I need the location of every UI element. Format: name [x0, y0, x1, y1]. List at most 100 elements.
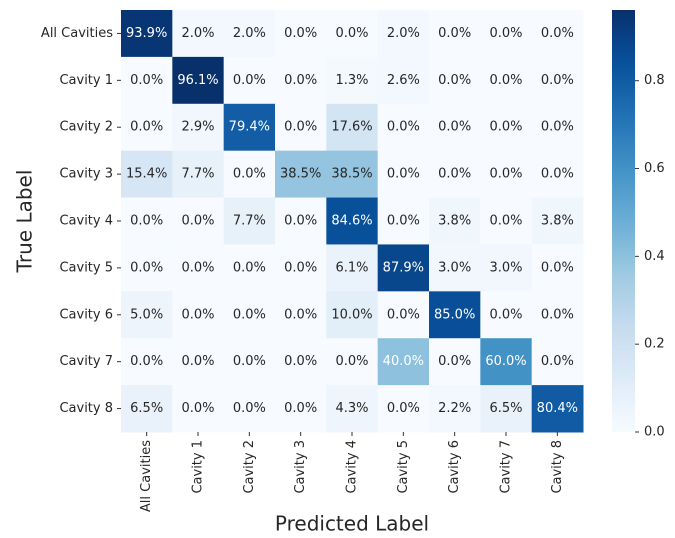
cell [429, 150, 481, 199]
cell-label: 0.0% [541, 354, 574, 369]
cell [480, 385, 533, 433]
y-tick-label: All Cavities [41, 26, 113, 41]
y-tick-label: Cavity 2 [59, 120, 113, 135]
cell [429, 338, 481, 386]
cell-label: 38.5% [331, 167, 372, 182]
cell-label: 2.9% [181, 120, 214, 135]
cell-label: 0.0% [284, 26, 317, 41]
y-tick-label: Cavity 3 [59, 167, 113, 182]
cell [531, 385, 584, 433]
cell-label: 85.0% [434, 307, 475, 322]
cell-label: 0.0% [233, 260, 266, 275]
cell-label: 6.1% [335, 260, 368, 275]
cell [480, 56, 533, 105]
cell-label: 17.6% [331, 120, 372, 135]
cell [223, 103, 276, 152]
cell-label: 0.0% [284, 401, 317, 416]
cell [275, 291, 327, 339]
colorbar [612, 10, 635, 432]
cell [531, 56, 584, 105]
cell-label: 3.8% [541, 214, 574, 229]
x-tick-label: Cavity 6 [447, 440, 462, 494]
cell [326, 291, 379, 339]
colorbar-tick-label: 0.0 [644, 425, 665, 440]
cell [531, 291, 584, 339]
cell [480, 244, 533, 292]
cell-label: 0.0% [438, 354, 471, 369]
cell-label: 0.0% [489, 214, 522, 229]
cell [429, 385, 481, 433]
cell [121, 291, 173, 339]
cell [121, 150, 173, 199]
cell-label: 0.0% [284, 73, 317, 88]
cell-label: 0.0% [387, 214, 420, 229]
cell-label: 96.1% [177, 73, 218, 88]
cell [326, 385, 379, 433]
cell [429, 56, 481, 105]
cell [275, 56, 327, 105]
cell-label: 60.0% [485, 354, 526, 369]
cell [429, 291, 481, 339]
cell [121, 56, 173, 105]
cell-label: 7.7% [233, 214, 266, 229]
y-tick-label: Cavity 7 [59, 354, 113, 369]
cell-label: 0.0% [541, 260, 574, 275]
y-tick-label: Cavity 8 [59, 401, 113, 416]
cell-label: 0.0% [541, 26, 574, 41]
cell-label: 0.0% [438, 73, 471, 88]
cell-label: 2.0% [387, 26, 420, 41]
cell [223, 244, 276, 292]
cell-label: 0.0% [438, 26, 471, 41]
cell-label: 0.0% [233, 401, 266, 416]
x-tick-label: All Cavities [139, 440, 154, 512]
cell-label: 0.0% [387, 167, 420, 182]
colorbar-tick-label: 0.6 [644, 161, 665, 176]
cell [531, 244, 584, 292]
cell [326, 10, 379, 58]
cell [531, 150, 584, 199]
cell-label: 38.5% [280, 167, 321, 182]
cell [223, 150, 276, 199]
cell-label: 3.0% [489, 260, 522, 275]
cell-label: 0.0% [284, 260, 317, 275]
cell [121, 338, 173, 386]
cell [326, 197, 379, 245]
cell [275, 150, 327, 199]
cell [531, 197, 584, 245]
x-tick-label: Cavity 8 [550, 440, 565, 494]
cell-label: 2.0% [181, 26, 214, 41]
cell-label: 0.0% [387, 120, 420, 135]
cell-label: 0.0% [181, 307, 214, 322]
cell [480, 150, 533, 199]
cell-label: 0.0% [335, 354, 368, 369]
cell [172, 385, 225, 433]
cell-label: 0.0% [489, 73, 522, 88]
colorbar-tick-label: 0.4 [644, 249, 665, 264]
cell-label: 0.0% [284, 307, 317, 322]
cell-label: 2.0% [233, 26, 266, 41]
cell-label: 1.3% [335, 73, 368, 88]
cell-label: 0.0% [181, 214, 214, 229]
cell-label: 0.0% [284, 120, 317, 135]
cell [172, 338, 225, 386]
cell [172, 291, 225, 339]
cell-label: 93.9% [126, 26, 167, 41]
cell [275, 244, 327, 292]
cell-label: 0.0% [387, 307, 420, 322]
cell-label: 6.5% [489, 401, 522, 416]
cell-label: 0.0% [438, 167, 471, 182]
cell-label: 0.0% [489, 120, 522, 135]
y-tick-label: Cavity 6 [59, 307, 113, 322]
x-tick-label: Cavity 5 [396, 440, 411, 494]
cell [275, 103, 327, 152]
cell [121, 103, 173, 152]
cell [377, 197, 430, 245]
cell [121, 10, 173, 58]
cell-label: 0.0% [284, 214, 317, 229]
cell [377, 291, 430, 339]
x-tick-label: Cavity 7 [499, 440, 514, 494]
x-axis-label: Predicted Label [275, 512, 429, 536]
cell [121, 385, 173, 433]
cell [172, 10, 225, 58]
y-tick-label: Cavity 1 [59, 73, 113, 88]
